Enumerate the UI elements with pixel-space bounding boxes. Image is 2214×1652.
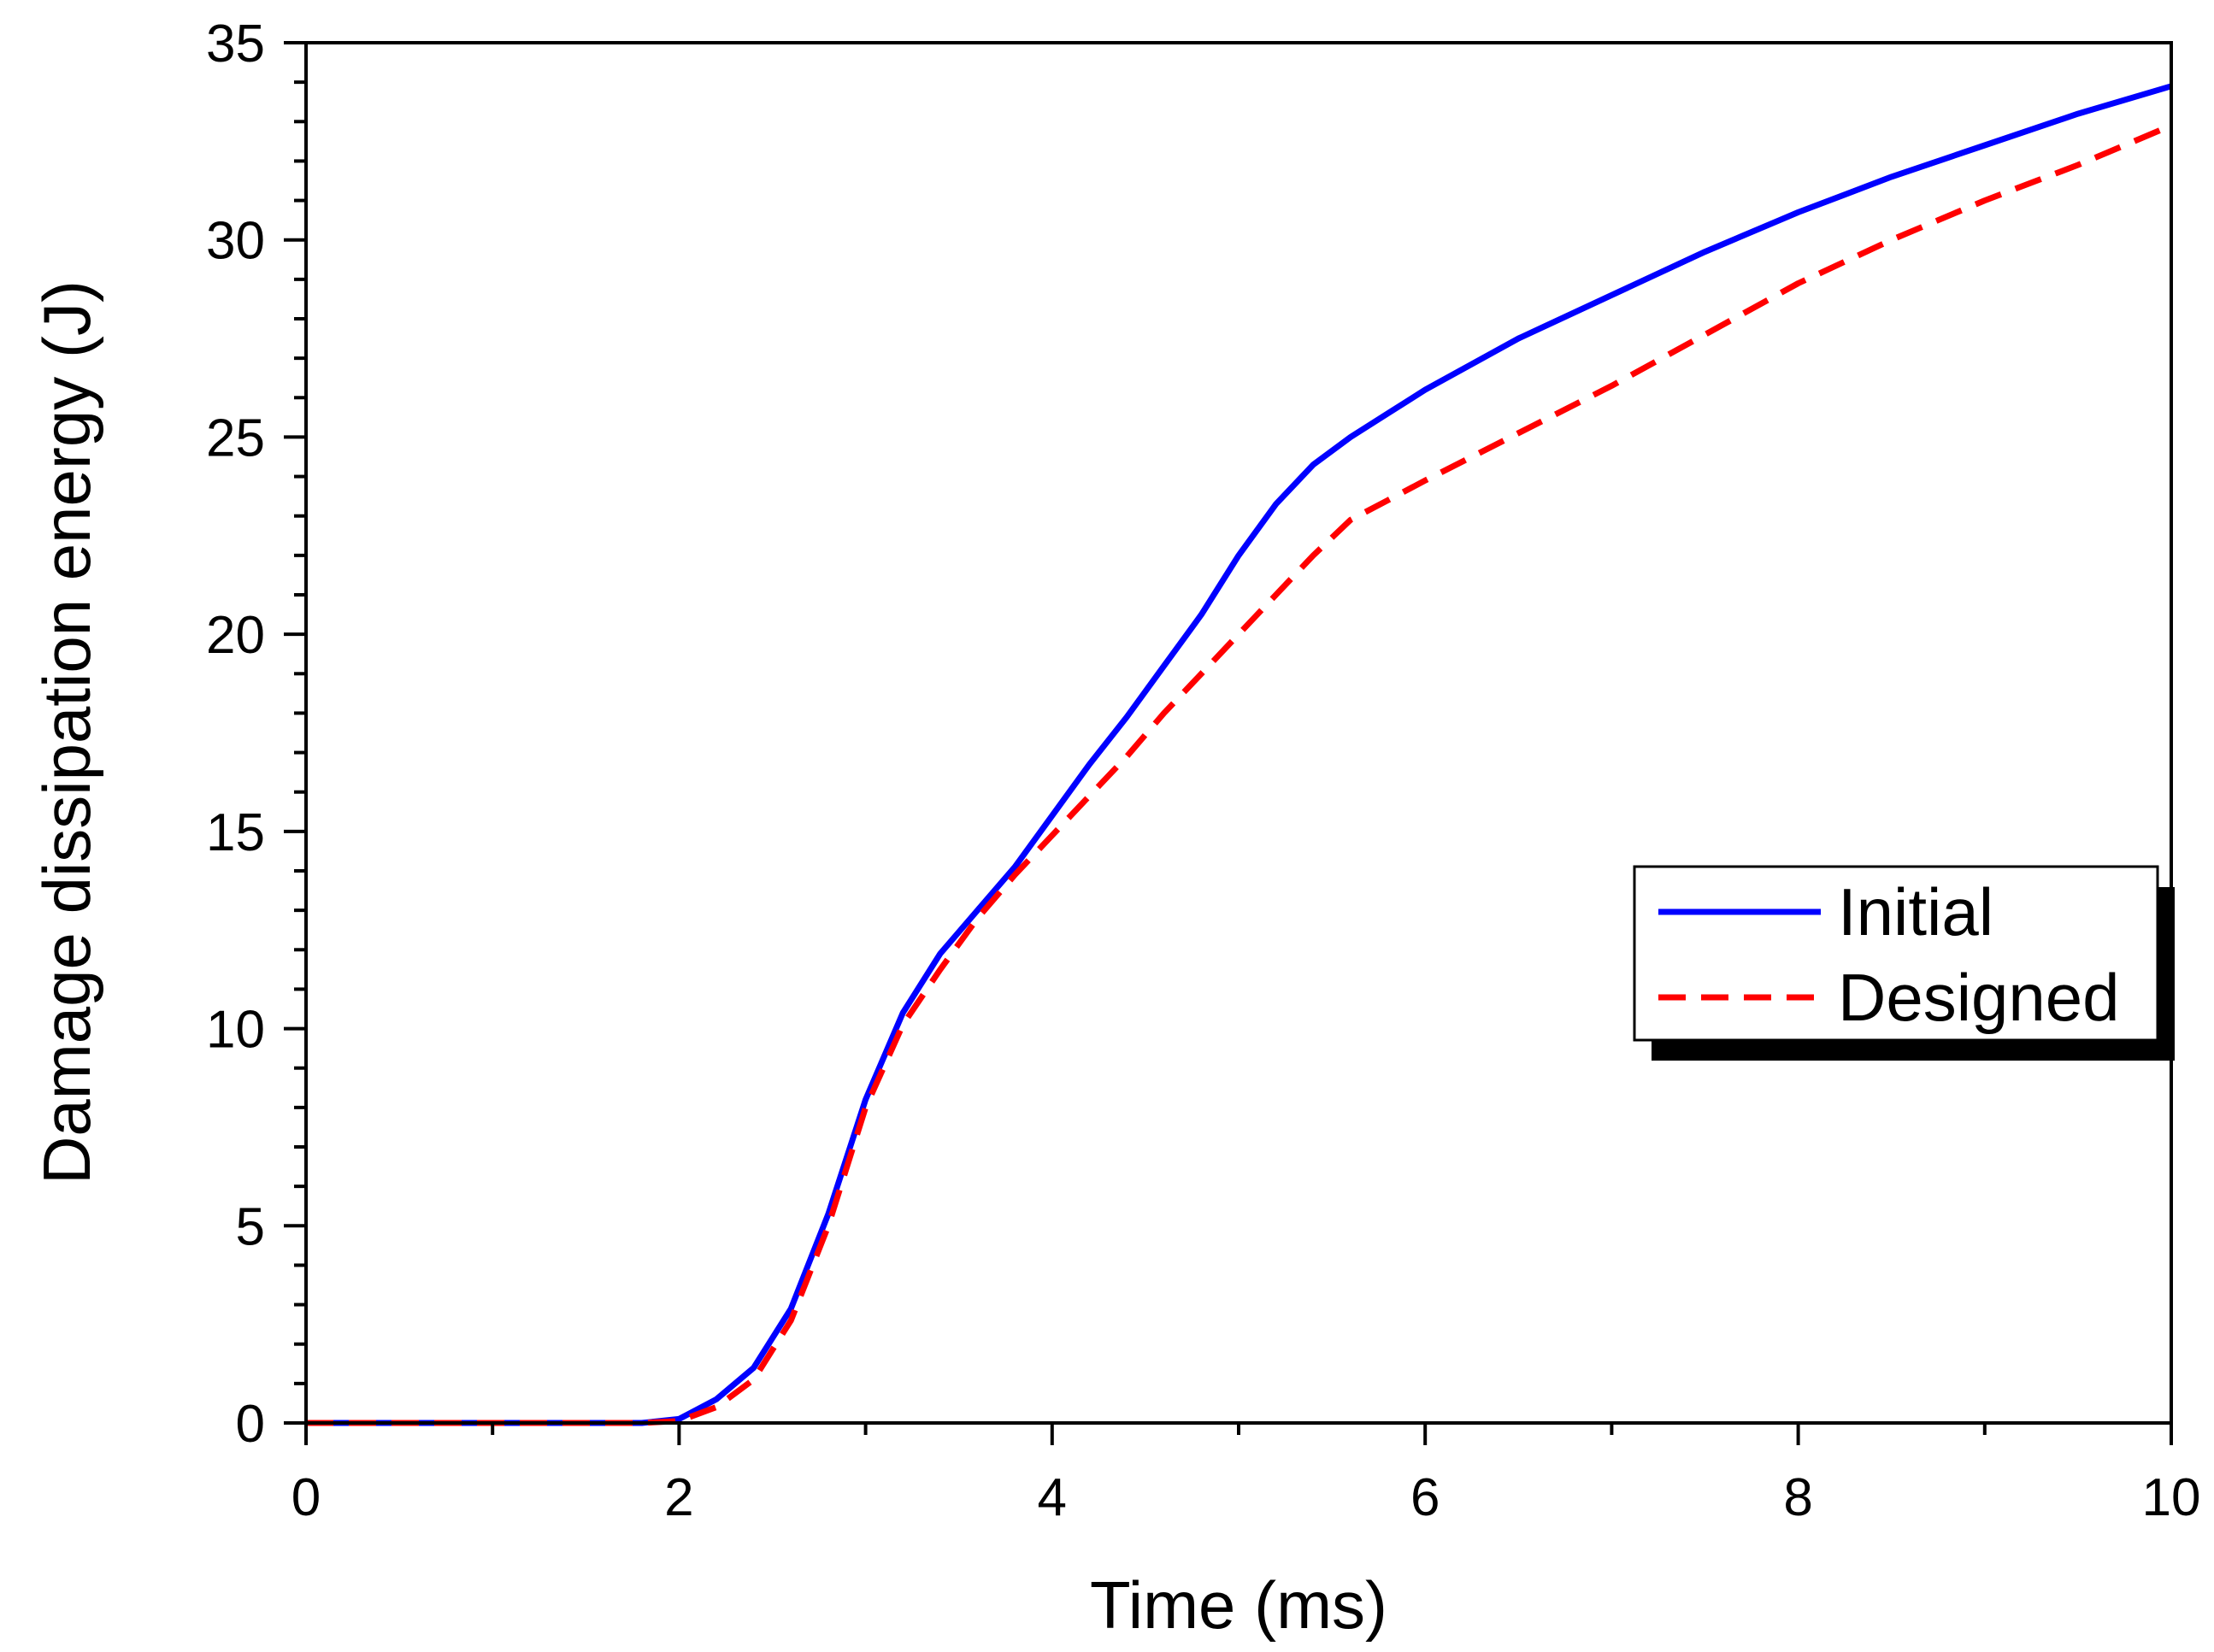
legend-label-designed: Designed: [1838, 960, 2120, 1035]
x-tick-label: 4: [1038, 1468, 1067, 1527]
y-tick-label: 10: [206, 1001, 265, 1060]
series-layer: [306, 83, 2173, 1426]
y-tick-label: 30: [206, 212, 265, 271]
x-tick-label: 10: [2142, 1468, 2201, 1527]
y-tick-label: 20: [206, 606, 265, 665]
x-tick-label: 8: [1783, 1468, 1812, 1527]
y-tick-label: 15: [206, 803, 265, 862]
y-tick-label: 0: [236, 1395, 265, 1454]
x-tick-label: 0: [291, 1468, 321, 1527]
series-line-initial: [306, 83, 2172, 1426]
legend: Initial Designed: [1633, 865, 2175, 1061]
legend-box: [1633, 865, 2159, 1042]
y-axis-title: Damage dissipation energy (J): [29, 280, 104, 1185]
y-tick-label: 35: [206, 15, 265, 73]
x-tick-label: 6: [1410, 1468, 1440, 1527]
x-tick-label: 2: [664, 1468, 693, 1527]
series-line-designed: [306, 122, 2173, 1426]
y-axis: 0 5 10 15 20 25 30 35: [206, 15, 306, 1454]
legend-label-initial: Initial: [1838, 874, 1993, 949]
y-tick-label: 5: [236, 1197, 265, 1256]
x-axis-title: Time (ms): [1090, 1567, 1387, 1643]
x-axis: 0 2 4 6 8 10: [291, 1423, 2201, 1527]
y-tick-label: 25: [206, 409, 265, 467]
